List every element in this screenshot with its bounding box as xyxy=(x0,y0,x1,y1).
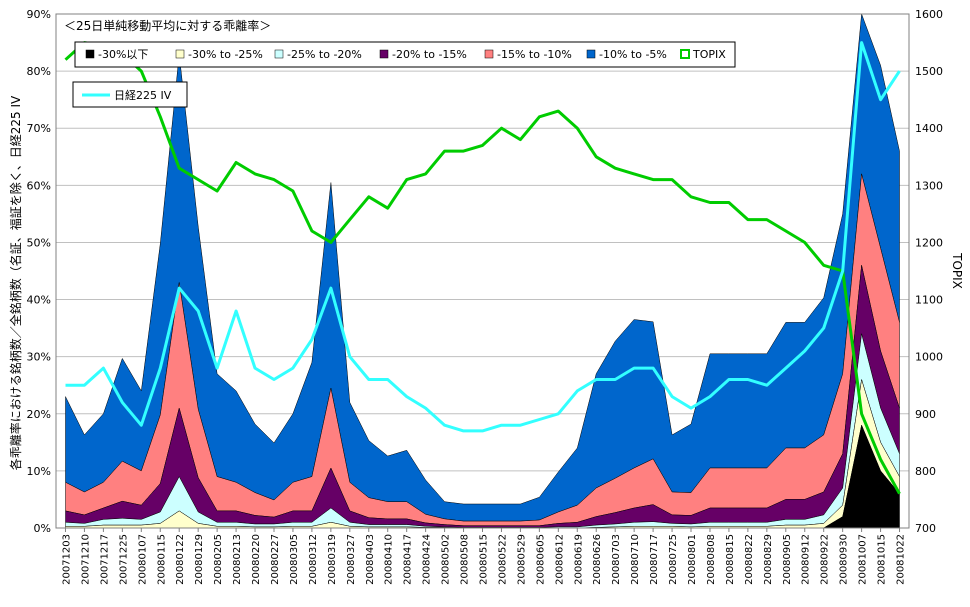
y-tick-left: 20% xyxy=(27,408,51,421)
y-tick-right: 1000 xyxy=(915,351,943,364)
y-axis-right-label: TOPIX xyxy=(950,252,964,289)
x-tick-label: 20080822 xyxy=(744,534,755,585)
x-tick-label: 20080417 xyxy=(403,534,414,585)
legend-label: TOPIX xyxy=(692,48,726,61)
y-axis-left-label: 各乖離率における銘柄数／全銘柄数（名証、福証を除く、日経225 IV xyxy=(8,95,23,470)
x-tick-label: 20080319 xyxy=(327,534,338,585)
x-tick-label: 20081015 xyxy=(877,534,888,585)
y-tick-left: 60% xyxy=(27,179,51,192)
x-tick-label: 20080529 xyxy=(516,534,527,585)
x-tick-label: 20080725 xyxy=(668,534,679,585)
x-tick-label: 20080403 xyxy=(365,534,376,585)
x-tick-label: 20080930 xyxy=(839,534,850,585)
x-tick-label: 20080410 xyxy=(384,534,395,585)
legend-swatch xyxy=(175,49,185,59)
x-tick-label: 20080220 xyxy=(251,534,262,585)
x-tick-label: 20080122 xyxy=(175,534,186,585)
x-tick-label: 20080129 xyxy=(194,534,205,585)
x-tick-label: 20080205 xyxy=(213,534,224,585)
x-tick-label: 20080312 xyxy=(308,534,319,585)
y-tick-right: 1200 xyxy=(915,236,943,249)
x-tick-label: 20080522 xyxy=(497,534,508,585)
y-tick-right: 700 xyxy=(915,522,936,535)
x-tick-label: 20080515 xyxy=(479,534,490,585)
x-tick-label: 20081007 xyxy=(858,534,869,585)
legend-label: -10% to -5% xyxy=(599,48,667,61)
legend-swatch xyxy=(274,49,284,59)
x-tick-label: 20080213 xyxy=(232,534,243,585)
y-tick-right: 900 xyxy=(915,408,936,421)
legend-swatch xyxy=(484,49,494,59)
y-tick-right: 1300 xyxy=(915,179,943,192)
legend-label: -30%以下 xyxy=(98,48,148,61)
x-tick-label: 20080922 xyxy=(820,534,831,585)
y-tick-left: 40% xyxy=(27,294,51,307)
x-tick-label: 20071217 xyxy=(99,534,110,585)
x-tick-label: 20080703 xyxy=(611,534,622,585)
y-tick-left: 80% xyxy=(27,65,51,78)
y-tick-left: 30% xyxy=(27,351,51,364)
y-tick-right: 1400 xyxy=(915,122,943,135)
legend: ＜25日単純移動平均に対する乖離率＞ -30%以下 -30% to -25% -25… xyxy=(64,18,736,108)
x-tick-label: 20080626 xyxy=(592,534,603,585)
y-tick-right: 1100 xyxy=(915,294,943,307)
x-tick-label: 20080717 xyxy=(649,534,660,585)
x-tick-label: 20080227 xyxy=(270,534,281,585)
y-tick-left: 10% xyxy=(27,465,51,478)
x-tick-label: 20080605 xyxy=(535,534,546,585)
x-tick-label: 20071225 xyxy=(118,534,129,585)
y-tick-left: 50% xyxy=(27,236,51,249)
y-tick-left: 0% xyxy=(34,522,51,535)
legend-label-iv: 日経225 IV xyxy=(114,89,172,102)
x-tick-label: 20080808 xyxy=(706,534,717,585)
x-tick-label: 20071203 xyxy=(61,534,72,585)
legend-label: -20% to -15% xyxy=(392,48,467,61)
legend-swatch xyxy=(680,49,690,59)
y-tick-left: 90% xyxy=(27,8,51,21)
legend-swatch xyxy=(379,49,389,59)
line-series-iv xyxy=(65,41,901,433)
x-tick-label: 20080710 xyxy=(630,534,641,585)
legend-label: -30% to -25% xyxy=(188,48,263,61)
y-tick-left: 70% xyxy=(27,122,51,135)
chart-title: ＜25日単純移動平均に対する乖離率＞ xyxy=(64,18,271,33)
legend-swatch xyxy=(85,49,95,59)
x-tick-label: 20080815 xyxy=(725,534,736,585)
legend-label: -25% to -20% xyxy=(287,48,362,61)
x-tick-label: 20080502 xyxy=(441,534,452,585)
legend-box xyxy=(74,41,736,68)
legend-swatch xyxy=(586,49,596,59)
x-tick-label: 20080508 xyxy=(460,534,471,585)
legend-label: -15% to -10% xyxy=(497,48,572,61)
y-tick-right: 1500 xyxy=(915,65,943,78)
x-tick-label: 20080612 xyxy=(554,534,565,585)
x-tick-label: 20080619 xyxy=(573,534,584,585)
x-tick-label: 20080912 xyxy=(801,534,812,585)
x-tick-label: 20080115 xyxy=(156,534,167,585)
x-tick-label: 20080829 xyxy=(763,534,774,585)
x-tick-label: 20080424 xyxy=(422,534,433,585)
y-tick-right: 800 xyxy=(915,465,936,478)
x-tick-label: 20080305 xyxy=(289,534,300,585)
x-tick-label: 20080107 xyxy=(137,534,148,585)
x-tick-label: 20080801 xyxy=(687,534,698,585)
x-tick-label: 20080905 xyxy=(782,534,793,585)
line-series-topix xyxy=(64,41,901,495)
x-tick-label: 20081022 xyxy=(896,534,907,585)
y-tick-right: 1600 xyxy=(915,8,943,21)
x-tick-label: 20071210 xyxy=(80,534,91,585)
x-tick-label: 20080327 xyxy=(346,534,357,585)
